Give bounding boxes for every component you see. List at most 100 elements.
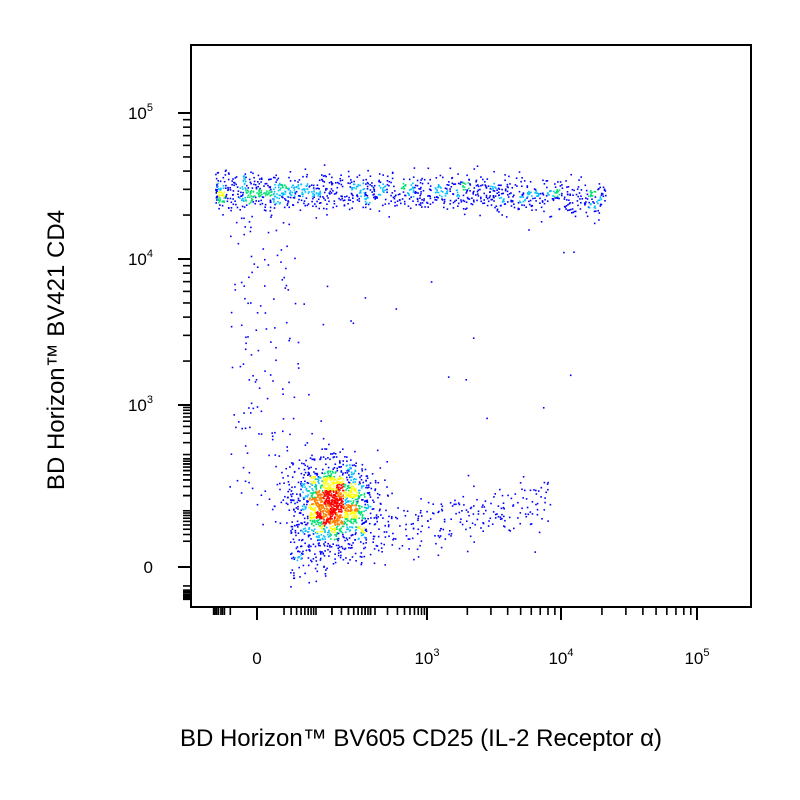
event-dot — [335, 471, 337, 473]
event-dot — [350, 496, 353, 498]
event-dot — [216, 191, 219, 193]
event-dot — [277, 189, 280, 192]
event-dot — [427, 195, 429, 197]
event-dot — [464, 208, 467, 210]
event-dot — [334, 529, 336, 531]
event-dot — [351, 473, 353, 475]
event-dot — [376, 520, 378, 523]
event-dot — [240, 217, 243, 220]
event-dot — [363, 536, 366, 539]
event-dot — [410, 196, 412, 198]
event-dot — [334, 478, 336, 481]
event-dot — [314, 476, 317, 478]
event-dot — [334, 494, 336, 496]
event-dot — [335, 528, 337, 530]
event-dot — [349, 182, 351, 185]
event-dot — [329, 522, 331, 525]
event-dot — [449, 199, 452, 202]
event-dot — [412, 195, 415, 198]
event-dot — [240, 191, 242, 194]
event-dot — [328, 493, 331, 496]
event-dot — [493, 200, 495, 202]
event-dot — [311, 195, 314, 198]
event-dot — [420, 186, 422, 189]
event-dot — [354, 498, 357, 501]
event-dot — [313, 191, 315, 193]
event-dot — [473, 541, 475, 543]
event-dot — [320, 484, 323, 487]
event-dot — [496, 208, 499, 211]
event-dot — [361, 514, 364, 517]
event-dot — [377, 481, 380, 484]
event-dot — [392, 538, 394, 541]
event-dot — [558, 189, 561, 191]
event-dot — [242, 191, 244, 194]
event-dot — [252, 191, 255, 193]
event-dot — [351, 193, 353, 196]
event-dot — [327, 493, 329, 496]
event-dot — [255, 200, 257, 202]
event-dot — [465, 201, 468, 203]
event-dot — [360, 534, 363, 537]
event-dot — [421, 525, 423, 527]
event-dot — [223, 197, 226, 199]
event-dot — [523, 204, 525, 207]
event-dot — [435, 199, 438, 201]
x-tick-label: 103 — [414, 647, 439, 668]
event-dot — [394, 195, 396, 198]
event-dot — [324, 448, 326, 450]
event-dot — [364, 517, 366, 520]
event-dot — [302, 514, 304, 516]
event-dot — [346, 460, 348, 462]
event-dot — [217, 182, 219, 185]
event-dot — [312, 481, 315, 484]
event-dot — [307, 500, 309, 503]
event-dot — [535, 195, 538, 197]
event-dot — [305, 488, 308, 491]
event-dot — [317, 494, 319, 496]
event-dot — [510, 205, 513, 207]
event-dot — [381, 551, 383, 553]
event-dot — [458, 195, 461, 197]
event-dot — [437, 186, 439, 188]
event-dot — [263, 185, 265, 187]
event-dot — [345, 493, 347, 496]
event-dot — [333, 538, 336, 541]
event-dot — [386, 461, 388, 463]
event-dot — [294, 486, 296, 488]
event-dot — [373, 535, 376, 538]
event-dot — [311, 513, 314, 516]
event-dot — [242, 179, 245, 182]
event-dot — [415, 204, 417, 206]
event-dot — [361, 463, 364, 466]
event-dot — [443, 518, 446, 521]
event-dot — [441, 509, 444, 512]
event-dot — [281, 185, 284, 188]
event-dot — [417, 556, 420, 558]
event-dot — [396, 204, 398, 207]
event-dot — [429, 518, 432, 520]
event-dot — [494, 493, 496, 495]
event-dot — [332, 513, 334, 516]
event-dot — [502, 502, 505, 504]
event-dot — [327, 485, 329, 487]
event-dot — [535, 493, 538, 495]
event-dot — [302, 193, 304, 195]
event-dot — [251, 187, 254, 189]
event-dot — [499, 516, 502, 518]
event-dot — [414, 184, 417, 187]
event-dot — [354, 520, 357, 522]
event-dot — [369, 505, 372, 508]
event-dot — [346, 456, 348, 458]
event-dot — [366, 484, 368, 487]
y-tick-label: 0 — [144, 558, 153, 577]
event-dot — [429, 188, 431, 191]
event-dot — [420, 540, 423, 542]
event-dot — [492, 189, 495, 192]
event-dot — [311, 560, 313, 563]
event-dot — [319, 486, 322, 488]
event-dot — [365, 520, 368, 522]
event-dot — [313, 480, 315, 483]
event-dot — [314, 496, 316, 499]
event-dot — [315, 498, 317, 500]
